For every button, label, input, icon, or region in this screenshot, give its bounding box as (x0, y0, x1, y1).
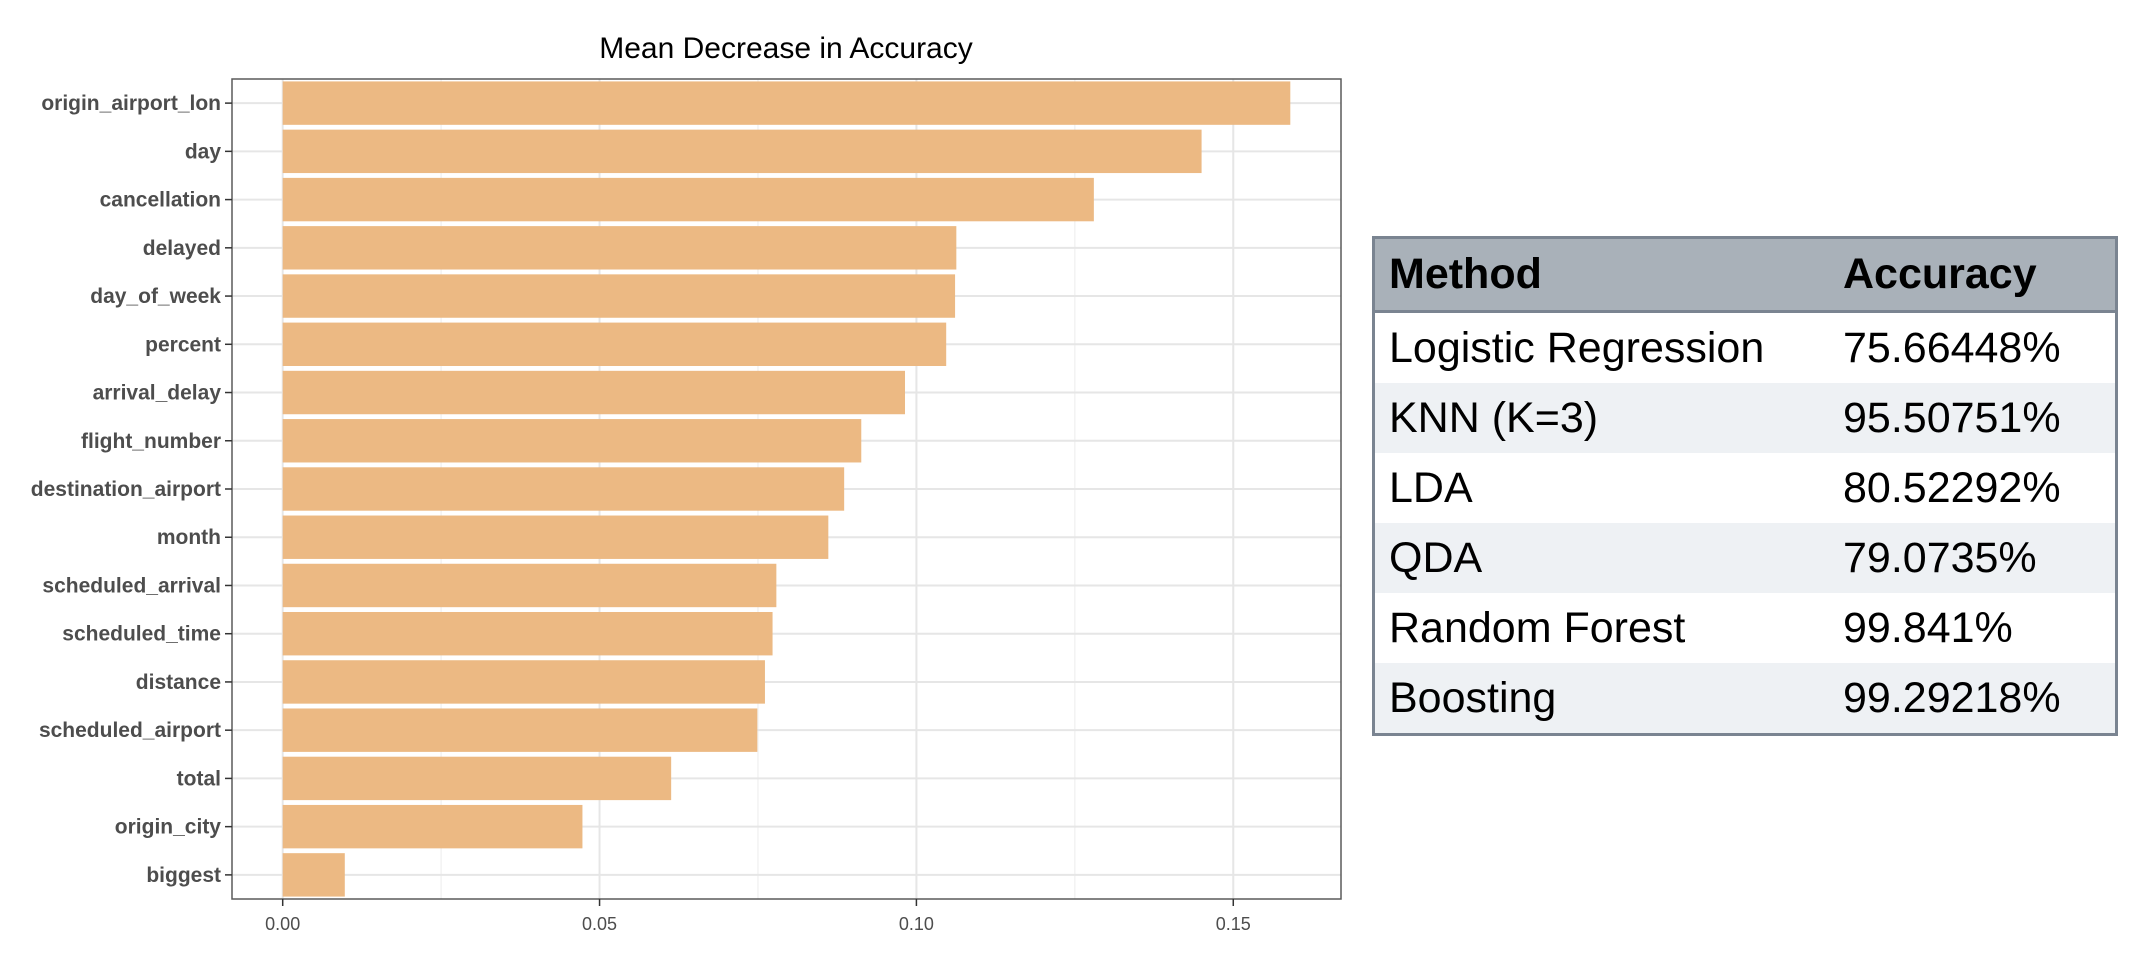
table-row: Boosting 99.29218% (1373, 663, 2117, 735)
bar-flight-number (282, 419, 862, 463)
y-tick-label: flight_number (81, 430, 221, 453)
y-tick-label: origin_city (115, 816, 222, 839)
bar-percent (282, 322, 947, 366)
y-tick-label: scheduled_airport (39, 719, 221, 742)
bar-day (282, 129, 1202, 174)
method-cell: Logistic Regression (1373, 311, 1829, 383)
accuracy-cell: 79.0735% (1829, 523, 2117, 593)
model-accuracy-table: Method Accuracy Logistic Regression 75.6… (1372, 236, 2118, 736)
y-tick-label: day_of_week (90, 285, 221, 308)
bar-biggest (282, 853, 345, 897)
y-tick-label: biggest (146, 864, 221, 887)
bar-delayed (282, 226, 957, 270)
y-tick-label: month (157, 526, 221, 549)
y-tick-label: total (177, 767, 221, 790)
bar-arrival-delay (282, 370, 906, 415)
table-row: KNN (K=3) 95.50751% (1373, 383, 2117, 453)
x-tick-label: 0.00 (265, 914, 300, 934)
y-tick-label: arrival_delay (93, 382, 222, 405)
table-row: LDA 80.52292% (1373, 453, 2117, 523)
header-method: Method (1373, 237, 1829, 313)
y-tick-label: origin_airport_lon (41, 92, 221, 115)
y-tick-label: delayed (143, 237, 221, 260)
method-cell: Boosting (1373, 663, 1829, 735)
accuracy-cell: 95.50751% (1829, 383, 2117, 453)
method-cell: QDA (1373, 523, 1829, 593)
method-cell: Random Forest (1373, 593, 1829, 663)
bar-month (282, 515, 829, 559)
accuracy-cell: 99.841% (1829, 593, 2117, 663)
table-row: Logistic Regression 75.66448% (1373, 311, 2117, 383)
variable-importance-chart: Mean Decrease in Accuracy origin_airport… (31, 32, 1342, 934)
bar-distance (282, 660, 765, 704)
bar-total (282, 756, 672, 801)
y-tick-label: percent (145, 333, 221, 356)
accuracy-cell: 75.66448% (1829, 311, 2117, 383)
method-cell: LDA (1373, 453, 1829, 523)
bar-scheduled-arrival (282, 563, 777, 608)
bar-origin-airport-lon (282, 81, 1291, 125)
bar-destination-airport (282, 467, 845, 511)
table-row: Random Forest 99.841% (1373, 593, 2117, 663)
y-tick-label: cancellation (100, 189, 221, 212)
y-tick-label: destination_airport (31, 478, 221, 501)
y-tick-label: scheduled_time (62, 623, 221, 646)
accuracy-cell: 80.52292% (1829, 453, 2117, 523)
header-accuracy: Accuracy (1829, 237, 2117, 313)
bars-group (282, 81, 1291, 897)
y-tick-label: day (185, 140, 222, 163)
bar-origin-city (282, 804, 583, 849)
bar-scheduled-time (282, 612, 773, 656)
bar-day-of-week (282, 274, 956, 318)
y-tick-label: distance (136, 671, 221, 694)
x-tick-label: 0.10 (899, 914, 934, 934)
x-tick-label: 0.05 (582, 914, 617, 934)
table-row: QDA 79.0735% (1373, 523, 2117, 593)
chart-title: Mean Decrease in Accuracy (599, 32, 973, 65)
bar-cancellation (282, 177, 1094, 222)
accuracy-cell: 99.29218% (1829, 663, 2117, 735)
method-cell: KNN (K=3) (1373, 383, 1829, 453)
bar-scheduled-airport (282, 708, 758, 752)
table-header-row: Method Accuracy (1373, 237, 2117, 313)
y-tick-label: scheduled_arrival (42, 574, 221, 597)
x-tick-label: 0.15 (1216, 914, 1251, 934)
x-axis: 0.00 0.05 0.10 0.15 (265, 899, 1251, 934)
